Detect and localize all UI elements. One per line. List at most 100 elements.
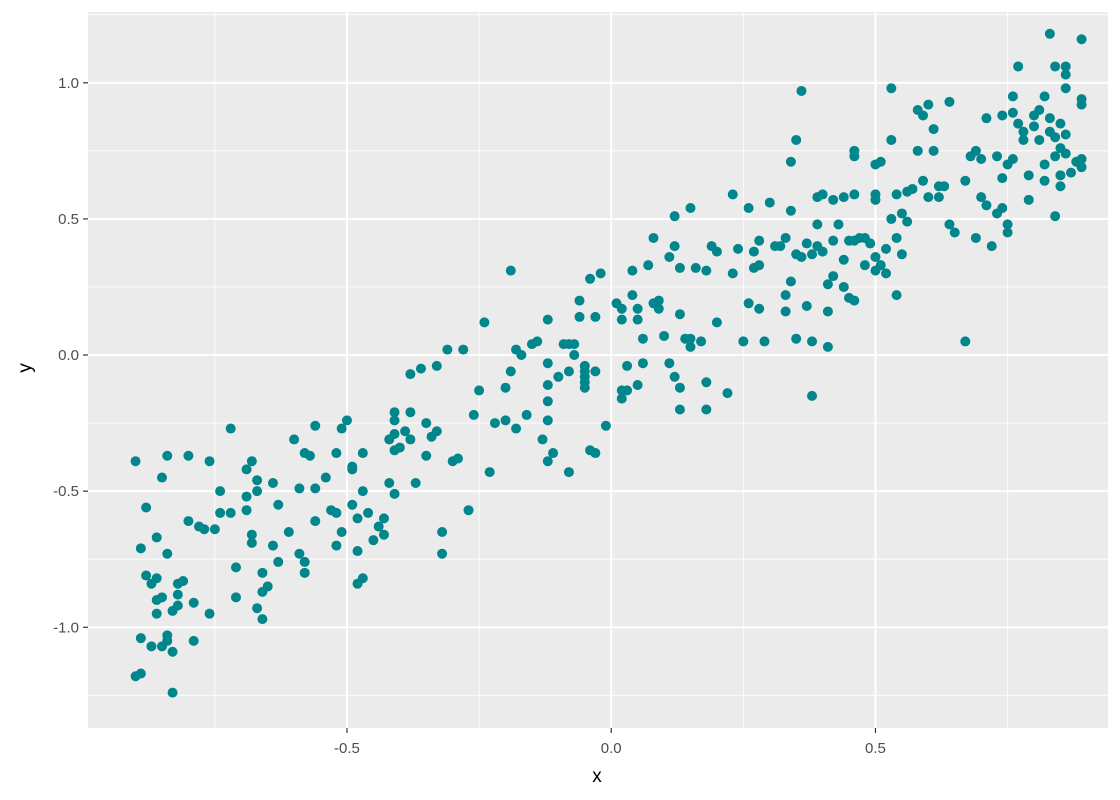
data-point <box>891 189 902 200</box>
data-point <box>1060 148 1071 159</box>
data-point <box>437 548 448 559</box>
data-point <box>780 306 791 317</box>
data-point <box>775 241 786 252</box>
data-point <box>785 205 796 216</box>
data-point <box>389 428 400 439</box>
data-point <box>1055 118 1066 129</box>
data-point <box>1076 34 1087 45</box>
data-point <box>986 241 997 252</box>
data-point <box>838 192 849 203</box>
data-point <box>780 290 791 301</box>
data-point <box>1076 154 1087 165</box>
data-point <box>156 472 167 483</box>
data-point <box>1018 134 1029 145</box>
data-point <box>960 336 971 347</box>
data-point <box>817 189 828 200</box>
data-point <box>627 290 638 301</box>
data-point <box>833 219 844 230</box>
data-point <box>981 200 992 211</box>
data-point <box>928 145 939 156</box>
data-point <box>701 404 712 415</box>
data-point <box>421 418 432 429</box>
data-point <box>632 314 643 325</box>
data-point <box>1055 181 1066 192</box>
major-gridlines <box>88 12 1108 728</box>
data-point <box>326 505 337 516</box>
data-point <box>1018 126 1029 137</box>
data-point <box>574 295 585 306</box>
data-point <box>748 246 759 257</box>
data-point <box>970 232 981 243</box>
data-point <box>167 646 178 657</box>
data-point <box>257 614 268 625</box>
data-point <box>299 556 310 567</box>
data-point <box>320 472 331 483</box>
data-point <box>997 203 1008 214</box>
data-point <box>141 570 152 581</box>
data-point <box>405 434 416 445</box>
data-point <box>389 415 400 426</box>
data-point <box>949 227 960 238</box>
data-point <box>859 260 870 271</box>
data-point <box>431 426 442 437</box>
data-point <box>701 377 712 388</box>
data-point <box>896 249 907 260</box>
data-point <box>294 548 305 559</box>
x-axis-title: x <box>592 766 602 787</box>
data-point <box>1044 28 1055 39</box>
data-point <box>215 486 226 497</box>
data-point <box>637 358 648 369</box>
data-point <box>357 448 368 459</box>
data-point <box>1023 170 1034 181</box>
x-tick-label: 0.5 <box>865 740 886 757</box>
minor-gridlines <box>88 12 1108 728</box>
data-point <box>923 192 934 203</box>
data-point <box>632 379 643 390</box>
data-point <box>886 83 897 94</box>
y-axis-title: y <box>15 363 36 373</box>
data-point <box>569 350 580 361</box>
data-point <box>796 85 807 96</box>
data-point <box>267 540 278 551</box>
data-point <box>505 265 516 276</box>
data-point <box>241 464 252 475</box>
data-point <box>410 477 421 488</box>
data-point <box>352 513 363 524</box>
data-point <box>310 483 321 494</box>
data-point <box>828 271 839 282</box>
data-point <box>659 330 670 341</box>
data-point <box>637 333 648 344</box>
data-point <box>574 311 585 322</box>
data-point <box>865 238 876 249</box>
data-point <box>928 124 939 135</box>
data-point <box>600 420 611 431</box>
data-point <box>822 341 833 352</box>
data-point <box>759 336 770 347</box>
data-point <box>627 265 638 276</box>
data-point <box>135 633 146 644</box>
data-point <box>252 603 263 614</box>
data-point <box>230 562 241 573</box>
data-point <box>1002 219 1013 230</box>
data-point <box>664 252 675 263</box>
data-point <box>674 404 685 415</box>
data-point <box>389 488 400 499</box>
data-point <box>1002 227 1013 238</box>
data-point <box>542 415 553 426</box>
data-point <box>685 333 696 344</box>
data-point <box>405 369 416 380</box>
data-point <box>1055 170 1066 181</box>
data-point <box>489 418 500 429</box>
data-point <box>669 371 680 382</box>
data-point <box>674 309 685 320</box>
x-axis: -0.5 0.0 0.5 <box>334 728 886 757</box>
data-point <box>754 303 765 314</box>
data-point <box>1050 151 1061 162</box>
y-tick-label: -0.5 <box>53 483 79 500</box>
data-point <box>542 314 553 325</box>
data-point <box>437 526 448 537</box>
data-point <box>521 409 532 420</box>
data-point <box>225 507 236 518</box>
data-point <box>616 393 627 404</box>
data-point <box>246 529 257 540</box>
